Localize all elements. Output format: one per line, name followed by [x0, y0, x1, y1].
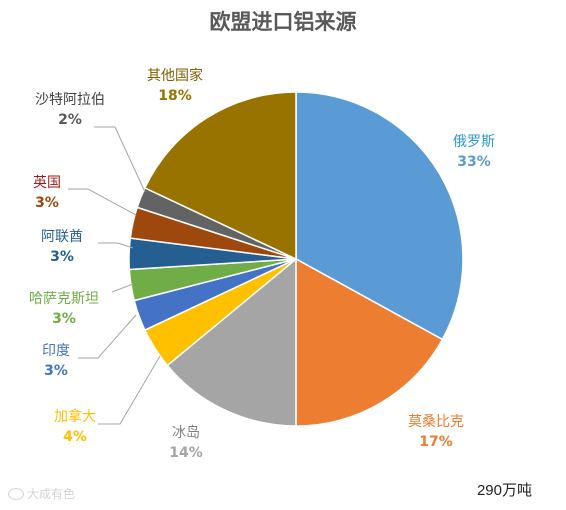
pie-slice-10	[143, 91, 297, 261]
pie-slice-3	[166, 257, 297, 427]
slice-label-value-5: 3%	[44, 363, 68, 379]
slice-label-name-6: 哈萨克斯坦	[29, 291, 99, 307]
pie-slice-2	[295, 257, 444, 427]
slice-label-name-4: 加拿大	[54, 408, 96, 425]
slice-label-name-10: 其他国家	[147, 67, 203, 84]
slice-label-name-1: 俄罗斯	[453, 134, 495, 150]
total-volume-note: 290万吨	[476, 482, 532, 499]
pie-slice-1	[295, 91, 464, 341]
slice-label-name-5: 印度	[42, 343, 70, 359]
slice-label-value-10: 18%	[158, 88, 192, 104]
slice-label-value-2: 17%	[419, 434, 453, 450]
leader-line-7	[98, 242, 134, 249]
watermark-logo-icon	[8, 487, 24, 500]
leader-line-5	[78, 314, 137, 359]
slice-label-value-7: 3%	[50, 249, 74, 265]
watermark: 大成有色	[8, 485, 75, 502]
slice-label-name-8: 英国	[33, 174, 61, 191]
leader-line-4	[98, 355, 161, 425]
slice-label-name-9: 沙特阿拉伯	[35, 92, 105, 108]
slice-label-name-7: 阿联酋	[41, 228, 83, 245]
leader-line-6	[111, 283, 134, 293]
slice-label-value-9: 2%	[58, 112, 82, 128]
slice-label-value-8: 3%	[35, 195, 59, 211]
slice-label-value-3: 14%	[169, 445, 203, 461]
slice-label-value-1: 33%	[457, 154, 491, 170]
slice-label-value-6: 3%	[52, 311, 76, 327]
slice-label-name-3: 冰岛	[172, 425, 200, 441]
watermark-text: 大成有色	[27, 487, 76, 501]
leader-line-8	[68, 188, 137, 216]
slice-label-name-2: 莫桑比克	[408, 414, 464, 430]
leader-line-9	[94, 126, 146, 193]
slice-label-value-4: 4%	[63, 429, 87, 445]
chart-title: 欧盟进口铝来源	[209, 9, 357, 34]
